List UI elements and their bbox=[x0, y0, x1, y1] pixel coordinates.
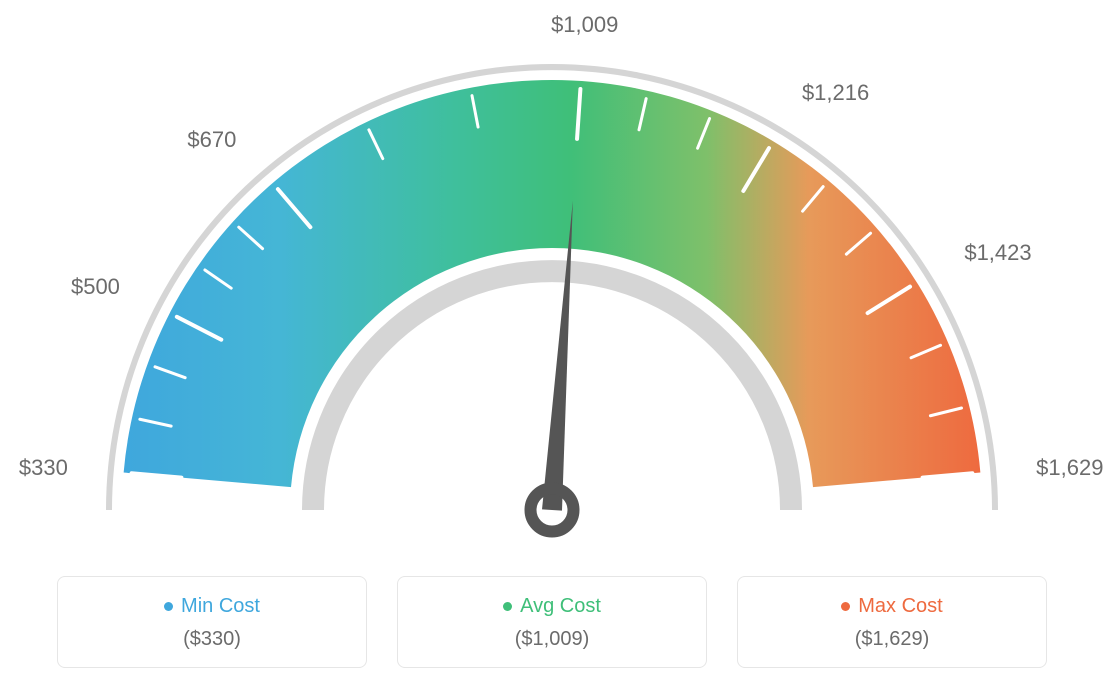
legend-title-max-text: Max Cost bbox=[858, 595, 942, 618]
cost-gauge-container: $330 $500 $670 $1,009 $1,216 $1,423 $1,629 Min… bbox=[0, 0, 1104, 690]
legend-title-min-text: Min Cost bbox=[181, 595, 260, 618]
legend-value-min: ($330) bbox=[68, 628, 356, 651]
gauge-tick-label: $1,009 bbox=[551, 12, 618, 38]
gauge-svg bbox=[52, 10, 1052, 570]
gauge-tick-label: $1,423 bbox=[964, 240, 1031, 266]
gauge-tick-label: $500 bbox=[71, 274, 120, 300]
legend-title-max: Max Cost bbox=[841, 595, 942, 618]
legend-title-avg: Avg Cost bbox=[503, 595, 601, 618]
legend-row: Min Cost ($330) Avg Cost ($1,009) Max Co… bbox=[0, 576, 1104, 668]
gauge-tick-label: $330 bbox=[19, 455, 68, 481]
legend-title-avg-text: Avg Cost bbox=[520, 595, 601, 618]
gauge-tick-label: $1,216 bbox=[802, 80, 869, 106]
legend-dot-min bbox=[164, 602, 173, 611]
legend-dot-max bbox=[841, 602, 850, 611]
legend-card-avg: Avg Cost ($1,009) bbox=[397, 576, 707, 668]
gauge-tick-label: $1,629 bbox=[1036, 455, 1103, 481]
legend-title-min: Min Cost bbox=[164, 595, 260, 618]
legend-card-min: Min Cost ($330) bbox=[57, 576, 367, 668]
gauge-tick-label: $670 bbox=[187, 127, 236, 153]
legend-value-avg: ($1,009) bbox=[408, 628, 696, 651]
legend-value-max: ($1,629) bbox=[748, 628, 1036, 651]
legend-card-max: Max Cost ($1,629) bbox=[737, 576, 1047, 668]
legend-dot-avg bbox=[503, 602, 512, 611]
gauge-area: $330 $500 $670 $1,009 $1,216 $1,423 $1,629 bbox=[0, 0, 1104, 560]
